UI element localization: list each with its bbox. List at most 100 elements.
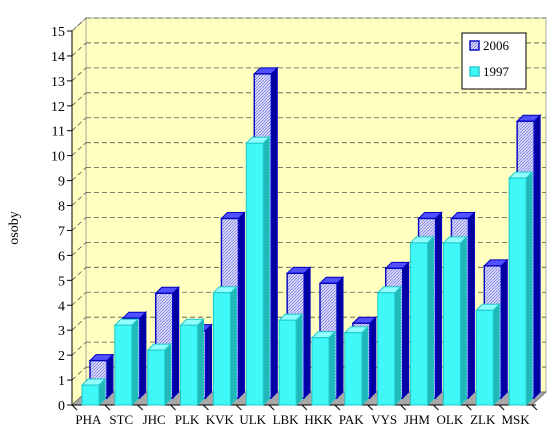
x-tick-mark: [203, 404, 209, 411]
bar-2006-side: [402, 261, 410, 400]
x-tick-label: PHA: [75, 412, 102, 427]
legend-label: 2006: [483, 38, 510, 53]
bar-1997: [113, 318, 140, 407]
x-tick-mark: [71, 404, 78, 411]
bar-1997-front: [508, 177, 527, 406]
plot-side-wall: [71, 17, 87, 406]
y-tick-label: 6: [58, 249, 65, 264]
bar-1997-side: [328, 330, 336, 407]
bar-1997-front: [147, 349, 166, 406]
bar-1997-side: [394, 285, 402, 407]
bar-1997: [245, 135, 271, 407]
bar-1997-front: [442, 242, 461, 406]
gridline: [71, 92, 87, 107]
bar-1997-front: [81, 384, 100, 406]
bar-2006-side: [205, 323, 213, 400]
gridline: [71, 291, 87, 306]
x-tick-mark: [433, 404, 439, 411]
legend-label: 1997: [483, 64, 510, 79]
bar-2006-side: [435, 211, 443, 400]
bar-2006-side: [237, 211, 245, 400]
gridline: [71, 142, 87, 156]
x-tick-label: OLK: [436, 412, 463, 427]
y-tick-label: 13: [51, 75, 65, 90]
bar-1997-side: [164, 342, 172, 407]
y-tick-label: 11: [52, 125, 65, 140]
bar-1997: [475, 303, 501, 407]
bar-1997-side: [229, 285, 237, 407]
gridline: [71, 217, 87, 231]
gridline: [71, 341, 87, 356]
bar-2006-side: [303, 266, 311, 400]
x-tick-mark: [301, 404, 308, 411]
x-tick-label: STC: [109, 412, 133, 427]
bar-1997-front: [180, 324, 199, 406]
bar-1997-front: [344, 332, 363, 406]
bar-1997: [146, 342, 172, 407]
x-tick-mark: [170, 404, 176, 411]
y-tick-label: 9: [58, 175, 65, 190]
gridline: [71, 366, 87, 381]
bar-1997-front: [245, 142, 264, 406]
bar-1997: [179, 318, 205, 407]
gridline: [71, 167, 87, 181]
bar-1997-front: [475, 309, 494, 406]
bar-2006-side: [533, 114, 541, 400]
x-tick-mark: [465, 404, 472, 411]
bar-2006-side: [369, 315, 377, 400]
bar-1997-side: [525, 170, 533, 407]
bar-1997: [80, 377, 107, 407]
y-tick-label: 4: [58, 299, 65, 314]
y-tick-label: 12: [51, 100, 65, 115]
bar-1997-side: [492, 303, 500, 407]
gridline: [71, 267, 87, 281]
x-tick-mark: [104, 404, 111, 411]
x-tick-mark: [531, 404, 538, 411]
legend-swatch: [469, 40, 480, 51]
x-tick-mark: [400, 404, 406, 411]
x-tick-mark: [137, 404, 144, 411]
x-tick-label: LBK: [273, 412, 300, 427]
y-tick-label: 1: [58, 374, 65, 389]
bar-2006-side: [172, 286, 180, 400]
gridline: [71, 17, 87, 32]
bar-1997-front: [114, 324, 133, 406]
y-tick-label: 7: [58, 224, 65, 239]
y-tick-label: 2: [58, 349, 65, 364]
bar-1997-side: [197, 318, 205, 407]
bar-1997-side: [131, 318, 139, 407]
bar-1997-front: [278, 319, 297, 406]
y-axis-label: osoby: [7, 211, 22, 244]
y-tick-label: 10: [51, 150, 65, 165]
gridline: [71, 316, 87, 331]
bar-1997: [507, 170, 534, 407]
x-tick-label: PLK: [175, 412, 200, 427]
bar-2006-side: [336, 276, 344, 400]
x-tick-label: PAK: [339, 412, 364, 427]
x-tick-mark: [367, 404, 374, 411]
gridline: [71, 192, 87, 206]
bar-2006-side: [270, 66, 278, 400]
x-tick-label: VYS: [371, 412, 397, 427]
bar-1997: [212, 285, 238, 407]
x-tick-label: JHC: [143, 412, 166, 427]
x-tick-label: JHM: [404, 412, 430, 427]
y-tick-label: 0: [58, 399, 65, 414]
x-tick-mark: [268, 404, 275, 411]
bar-1997: [277, 313, 304, 407]
bar-2006-side: [139, 311, 147, 400]
x-tick-label: ZLK: [470, 412, 496, 427]
bar-1997: [442, 235, 468, 407]
bar-1997-front: [311, 337, 330, 406]
y-tick-label: 3: [58, 324, 65, 339]
bar-1997-side: [262, 135, 270, 407]
x-tick-label: MSK: [501, 412, 530, 427]
bar-2006-side: [106, 353, 114, 400]
x-tick-label: ULK: [239, 412, 266, 427]
bar-1997-front: [212, 292, 231, 406]
bar-1997-front: [410, 242, 429, 406]
bar-1997: [376, 285, 402, 407]
bar-1997-front: [377, 292, 396, 406]
x-tick-mark: [235, 404, 242, 411]
